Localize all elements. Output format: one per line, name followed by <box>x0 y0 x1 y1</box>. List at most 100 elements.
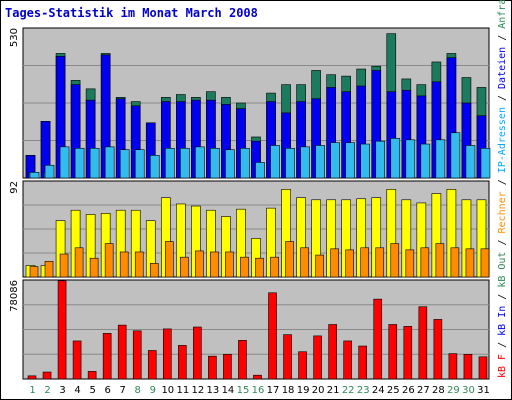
bar-rechner <box>435 139 446 179</box>
day-label: 29 <box>447 385 460 396</box>
bar-kb-f <box>117 324 127 380</box>
bar-out <box>225 251 234 278</box>
bar-rechner <box>405 139 416 179</box>
day-label: 2 <box>44 385 50 396</box>
bar-out <box>210 251 219 278</box>
bar-out <box>300 247 309 278</box>
legend-segment: / <box>497 288 508 306</box>
bar-out <box>134 251 144 278</box>
day-label: 9 <box>150 385 156 396</box>
bar-rechner <box>360 143 371 179</box>
bar-kb-f <box>208 355 217 380</box>
bar-kb-f <box>223 353 232 380</box>
bar-out <box>89 257 99 278</box>
bar-out <box>240 256 249 278</box>
bar-rechner <box>44 164 55 179</box>
panel-middle: 92 <box>9 180 490 278</box>
bar-out <box>465 248 475 278</box>
bar-kb-f <box>478 356 488 380</box>
bar-kb-f <box>328 324 337 380</box>
bar-kb-f <box>57 280 67 380</box>
panel-bottom: 78086 <box>9 279 490 380</box>
chart-title: Tages-Statistik im Monat March 2008 <box>5 6 258 20</box>
bar-kb-f <box>343 340 352 380</box>
day-label: 21 <box>327 385 340 396</box>
bar-kb-f <box>463 353 473 380</box>
bar-kb-f <box>178 345 187 380</box>
bar-kb-f <box>358 345 368 380</box>
bar-kb-f <box>27 375 37 380</box>
legend-segment: kB F <box>497 354 508 378</box>
bar-kb-f <box>132 330 142 380</box>
bar-rechner <box>390 138 401 179</box>
y-max-label: 92 <box>9 181 20 194</box>
bar-rechner <box>164 147 175 179</box>
legend-segment: / <box>497 29 508 47</box>
bar-kb-f <box>87 371 97 380</box>
legend-segment: Rechner <box>497 191 508 233</box>
bar-rechner <box>480 147 491 179</box>
day-label: 20 <box>312 385 325 396</box>
bar-kb-f <box>253 374 262 380</box>
legend: kB F / kB In / kB Out / Rechner / IP-Adr… <box>497 0 508 378</box>
bar-rechner <box>149 155 160 179</box>
bar-rechner <box>210 147 220 179</box>
day-label: 18 <box>282 385 295 396</box>
day-label: 15 <box>237 385 250 396</box>
panel-top: 530 <box>9 27 491 179</box>
day-label: 8 <box>135 385 141 396</box>
day-label: 31 <box>477 385 490 396</box>
bar-out <box>180 256 189 278</box>
bar-rechner <box>134 149 145 179</box>
bar-kb-f <box>147 350 157 380</box>
bar-rechner <box>240 147 250 179</box>
bar-out <box>270 256 279 278</box>
bar-kb-f <box>298 351 307 380</box>
bar-out <box>119 251 129 278</box>
legend-segment: / <box>497 233 508 251</box>
day-label: 14 <box>222 385 235 396</box>
legend-segment: / <box>497 89 508 107</box>
bar-rechner <box>330 142 340 179</box>
bar-rechner <box>300 146 310 179</box>
bar-rechner <box>345 142 355 179</box>
day-label: 13 <box>207 385 220 396</box>
legend-segment: / <box>497 336 508 354</box>
day-label: 30 <box>462 385 475 396</box>
bar-rechner <box>119 149 130 179</box>
day-label: 25 <box>387 385 400 396</box>
day-label: 28 <box>432 385 445 396</box>
day-label: 26 <box>402 385 415 396</box>
bar-out <box>450 247 460 278</box>
bar-out <box>345 249 354 278</box>
bar-out <box>29 266 39 278</box>
bar-rechner <box>59 146 70 179</box>
bar-out <box>149 263 159 278</box>
day-label: 27 <box>417 385 430 396</box>
bar-out <box>405 249 415 278</box>
legend-segment: IP-Adressen <box>497 107 508 173</box>
day-label: 12 <box>192 385 205 396</box>
bar-rechner <box>420 143 431 179</box>
bar-kb-f <box>283 334 292 380</box>
bar-out <box>255 257 264 278</box>
bar-kb-f <box>268 292 277 380</box>
bar-out <box>285 241 294 278</box>
y-max-label: 530 <box>9 28 20 47</box>
legend-segment: / <box>497 173 508 191</box>
bar-kb-f <box>433 319 443 380</box>
bar-rechner <box>195 146 205 179</box>
day-label: 24 <box>372 385 385 396</box>
day-label: 23 <box>357 385 370 396</box>
bar-rechner <box>29 172 40 179</box>
bar-rechner <box>225 149 235 179</box>
bar-out <box>59 253 69 278</box>
bar-kb-f <box>403 326 413 380</box>
bar-out <box>330 248 339 278</box>
day-label: 17 <box>267 385 280 396</box>
bar-out <box>360 247 370 278</box>
day-label: 5 <box>89 385 95 396</box>
day-label: 10 <box>161 385 174 396</box>
bar-out <box>74 247 84 278</box>
